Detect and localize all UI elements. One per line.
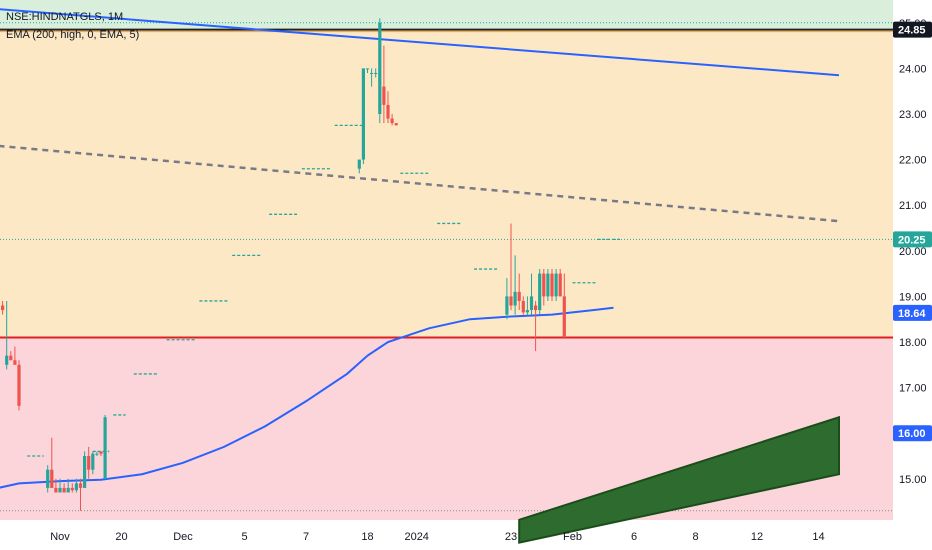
candle-body-33: [517, 291, 521, 301]
x-tick-label-4: 7: [303, 531, 309, 543]
x-tick-label-12: 14: [812, 531, 824, 543]
trendline-dashed-1: [0, 144, 840, 223]
y-axis-background: [893, 0, 932, 550]
candle-body-37: [534, 305, 538, 311]
candle-body-42: [554, 273, 558, 297]
price-badge-0: [893, 21, 932, 38]
candle-body-15: [87, 456, 91, 470]
ema-layer: [0, 306, 614, 489]
x-tick-label-10: 8: [692, 531, 698, 543]
x-tick-label-7: 23: [505, 531, 517, 543]
candle-body-2: [9, 355, 13, 361]
candle-body-29: [394, 123, 398, 126]
pivot-layer: [27, 124, 622, 457]
candle-body-40: [546, 273, 550, 297]
candle-body-19: [103, 417, 107, 479]
trendline-layer: [0, 8, 840, 223]
x-tick-label-2: Dec: [173, 531, 193, 543]
zone-bottom: [0, 337, 893, 520]
candle-body-11: [70, 487, 74, 491]
candle-body-38: [538, 273, 542, 311]
price-badge-3: [893, 425, 932, 442]
price-badge-label-0: 24.85: [898, 25, 926, 37]
x-tick-label-8: Feb: [563, 531, 582, 543]
price-badges: 24.85 20.25 18.64 16.00: [893, 21, 932, 442]
uptrend-channel: [518, 415, 840, 544]
x-tick-label-9: 6: [631, 531, 637, 543]
levels-layer: [0, 22, 893, 512]
candle-body-3: [13, 360, 17, 365]
candle-body-32: [513, 291, 517, 306]
candle-body-9: [62, 487, 66, 493]
x-tick-label-1: 20: [115, 531, 127, 543]
y-tick-label-6: 21.00: [899, 200, 927, 212]
x-tick-label-0: Nov: [50, 531, 70, 543]
candle-body-18: [99, 451, 103, 454]
price-badge-label-1: 20.25: [898, 234, 926, 246]
channel-layer: [518, 415, 840, 544]
candle-body-35: [525, 310, 529, 313]
candle-body-5: [46, 469, 50, 488]
candle-body-21: [361, 68, 365, 160]
legend: NSE:HINDNATGLS, 1M EMA (200, high, 0, EM…: [6, 11, 139, 41]
candle-body-44: [562, 296, 566, 338]
candle-body-10: [66, 487, 70, 493]
x-tick-label-11: 12: [751, 531, 763, 543]
y-tick-label-5: 20.00: [899, 246, 927, 258]
candle-body-8: [58, 487, 62, 493]
candle-body-12: [74, 483, 78, 491]
candle-body-0: [1, 305, 5, 311]
price-badge-2: [893, 304, 932, 321]
y-tick-label-7: 22.00: [899, 155, 927, 167]
zone-middle: [0, 29, 893, 338]
candle-body-6: [50, 469, 54, 488]
x-axis[interactable]: Nov 20 Dec 5 7 18 2024 23 Feb 6 8 12 14: [50, 531, 824, 543]
candle-body-24: [374, 72, 378, 74]
candle-body-27: [386, 104, 390, 119]
price-badge-label-3: 16.00: [898, 428, 926, 440]
y-tick-label-9: 24.00: [899, 63, 927, 75]
x-tick-label-5: 18: [361, 531, 373, 543]
candle-body-17: [95, 453, 99, 455]
candle-body-22: [365, 68, 370, 70]
y-tick-label-8: 23.00: [899, 109, 927, 121]
candle-body-39: [542, 273, 546, 297]
candle-body-43: [558, 273, 562, 297]
y-tick-label-3: 18.00: [899, 337, 927, 349]
candle-body-41: [550, 273, 554, 297]
candle-body-13: [78, 483, 83, 488]
y-tick-label-2: 17.00: [899, 383, 927, 395]
candle-layer: [1, 18, 566, 511]
candle-body-36: [529, 296, 534, 311]
x-axis-background: [0, 520, 932, 550]
candle-body-30: [505, 296, 509, 315]
candle-body-7: [54, 487, 58, 493]
candle-body-25: [378, 22, 382, 114]
price-badge-label-2: 18.64: [898, 308, 926, 320]
candle-body-28: [390, 118, 394, 124]
candle-body-34: [521, 300, 525, 313]
y-tick-label-0: 15.00: [899, 474, 927, 486]
trendline-solid-0: [0, 8, 840, 77]
candle-body-20: [357, 159, 361, 169]
candle-body-31: [509, 296, 513, 306]
candle-body-26: [382, 86, 386, 105]
candle-body-14: [83, 456, 87, 488]
symbol-legend[interactable]: NSE:HINDNATGLS, 1M: [6, 11, 123, 23]
candle-body-16: [91, 453, 95, 470]
candle-body-23: [370, 72, 374, 74]
ema-line: [0, 306, 614, 489]
y-axis[interactable]: 15.00 16.00 17.00 18.00 19.00 20.00 21.00 22.00…: [899, 18, 927, 486]
zone-top: [0, 0, 893, 30]
y-tick-label-4: 19.00: [899, 291, 927, 303]
candle-body-4: [17, 364, 21, 406]
x-tick-label-3: 5: [241, 531, 247, 543]
price-badge-1: [893, 231, 932, 248]
candle-body-1: [5, 355, 9, 365]
indicator-legend[interactable]: EMA (200, high, 0, EMA, 5): [6, 29, 139, 41]
x-tick-label-6: 2024: [404, 531, 428, 543]
